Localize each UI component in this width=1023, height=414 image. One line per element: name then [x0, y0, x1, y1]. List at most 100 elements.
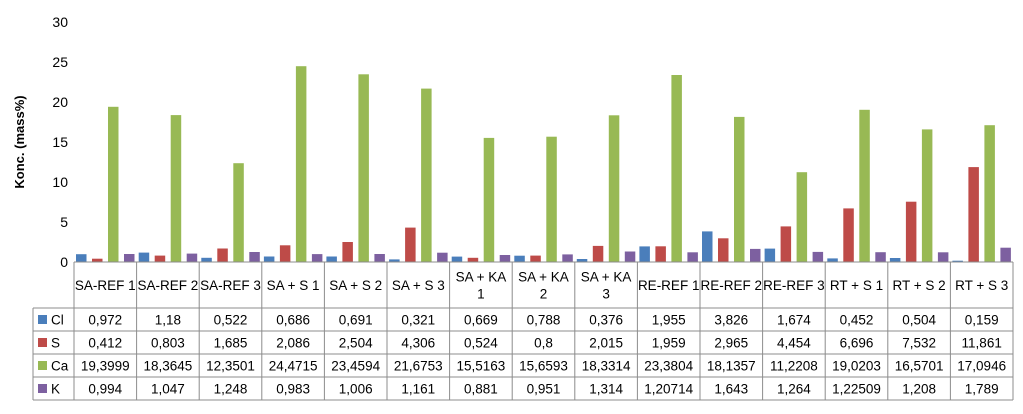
data-cell: 2,015: [589, 336, 623, 351]
bar-k: [875, 252, 886, 262]
data-cell: 0,686: [276, 313, 310, 328]
data-cell: 0,994: [88, 382, 122, 397]
data-cell: 1,22509: [832, 382, 881, 397]
bar-ca: [295, 66, 307, 262]
bar-ca: [546, 136, 557, 262]
bar-k: [437, 252, 448, 262]
data-cell: 1,643: [714, 382, 748, 397]
data-cell: 11,2208: [770, 359, 818, 374]
data-cell: 3,826: [714, 313, 748, 328]
bar-s: [905, 201, 917, 262]
data-cell: 0,376: [589, 313, 623, 328]
data-cell: 1,161: [401, 382, 435, 397]
data-cell: 0,522: [214, 313, 248, 328]
data-cell: 0,524: [464, 336, 498, 351]
data-cell: 1,20714: [644, 382, 693, 397]
y-tick-label: 10: [52, 174, 68, 190]
data-cell: 23,3804: [644, 359, 693, 374]
data-cell: 1,674: [777, 313, 811, 328]
bar-k: [687, 252, 698, 262]
data-cell: 23,4594: [331, 359, 380, 374]
bar-ca: [483, 137, 495, 262]
bar-s: [217, 248, 228, 262]
legend-label: Cl: [51, 313, 64, 328]
bar-ca: [421, 88, 432, 262]
bar-cl: [889, 258, 901, 262]
category-label: RT + S 2: [893, 278, 946, 293]
bar-cl: [952, 260, 963, 262]
legend-key-k: [38, 384, 47, 393]
category-label: SA-REF 3: [200, 278, 261, 293]
bar-s: [843, 208, 854, 262]
bar-k: [750, 248, 761, 262]
data-cell: 21,6753: [394, 359, 443, 374]
category-label: SA-REF 1: [75, 278, 136, 293]
category-label: SA + KA: [518, 270, 569, 285]
y-tick-label: 15: [52, 134, 68, 150]
bar-k: [186, 253, 198, 262]
bar-k: [124, 254, 135, 262]
data-cell: 0,788: [527, 313, 561, 328]
bar-cl: [827, 258, 838, 262]
data-cell: 1,959: [652, 336, 686, 351]
data-cell: 1,685: [214, 336, 248, 351]
bar-cl: [451, 256, 463, 262]
bar-ca: [358, 74, 369, 262]
data-cell: 12,3501: [206, 359, 255, 374]
category-label: RE-REF 1: [638, 278, 700, 293]
bar-cl: [138, 252, 150, 262]
bar-ca: [608, 115, 620, 262]
bar-ca: [859, 109, 870, 262]
data-cell: 0,983: [276, 382, 310, 397]
bar-k: [499, 255, 511, 262]
data-cell: 18,1357: [707, 359, 756, 374]
bar-s: [592, 245, 604, 262]
data-cell: 1,208: [902, 382, 936, 397]
bar-cl: [764, 248, 776, 262]
y-tick-label: 20: [52, 94, 68, 110]
data-cell: 6,696: [840, 336, 874, 351]
bar-k: [812, 251, 824, 262]
data-cell: 2,965: [714, 336, 748, 351]
data-cell: 16,5701: [895, 359, 944, 374]
bar-cl: [639, 246, 650, 262]
y-tick-label: 5: [60, 214, 68, 230]
bar-ca: [796, 172, 808, 262]
data-cell: 24,4715: [269, 359, 318, 374]
data-cell: 7,532: [902, 336, 936, 351]
bar-s: [530, 255, 541, 262]
category-label: RE-REF 3: [763, 278, 825, 293]
data-cell: 17,0946: [957, 359, 1006, 374]
data-cell: 0,321: [401, 313, 435, 328]
bar-s: [968, 167, 979, 262]
bar-ca: [233, 163, 244, 262]
category-label: SA + KA: [456, 270, 507, 285]
data-cell: 4,306: [401, 336, 435, 351]
category-label: SA-REF 2: [138, 278, 199, 293]
bars: [76, 66, 1011, 263]
bar-cl: [389, 259, 400, 262]
data-cell: 1,18: [155, 313, 181, 328]
data-cell: 1,006: [339, 382, 373, 397]
data-cell: 11,861: [962, 336, 1002, 351]
data-cell: 15,5163: [456, 359, 505, 374]
bar-s: [718, 238, 729, 262]
data-cell: 19,0203: [832, 359, 881, 374]
y-axis-label: Konc. (mass%): [12, 95, 27, 188]
data-cell: 19,3999: [81, 359, 130, 374]
legend-key-cl: [38, 315, 47, 324]
bar-s: [342, 242, 353, 262]
category-label: RE-REF 2: [701, 278, 763, 293]
bar-s: [92, 258, 103, 262]
data-cell: 0,951: [527, 382, 561, 397]
legend-label: K: [51, 382, 60, 397]
bar-cl: [576, 259, 588, 262]
data-cell: 0,8: [534, 336, 553, 351]
bar-s: [655, 246, 666, 262]
data-cell: 18,3645: [143, 359, 192, 374]
bar-ca: [984, 125, 995, 262]
category-label: SA + KA: [581, 270, 632, 285]
category-label: RT + S 3: [955, 278, 1008, 293]
data-cell: 0,972: [88, 313, 122, 328]
